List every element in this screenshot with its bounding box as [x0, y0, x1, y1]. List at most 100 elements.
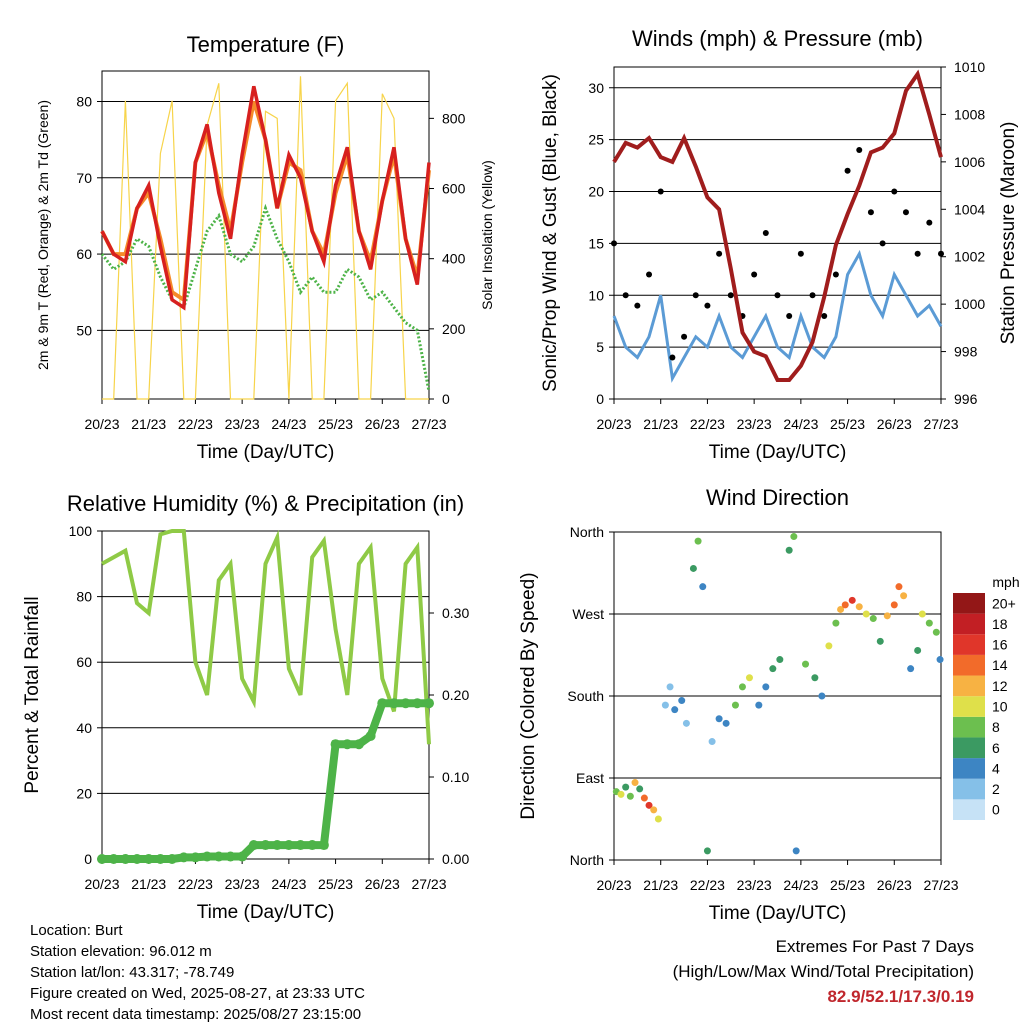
- gust-point: [844, 167, 851, 174]
- x-tick-label: 21/23: [131, 876, 166, 892]
- direction-point: [869, 615, 877, 623]
- x-tick-label: 20/23: [84, 876, 119, 892]
- gust-point: [692, 292, 699, 299]
- direction-point: [837, 605, 845, 613]
- colorbar-label: 16: [992, 637, 1008, 653]
- direction-point: [918, 610, 926, 618]
- x-tick-label: 23/23: [737, 877, 772, 893]
- direction-point: [631, 779, 639, 787]
- y-tick-label: 20: [588, 184, 604, 200]
- y2-tick-label: 0.30: [442, 605, 469, 621]
- direction-point: [900, 592, 908, 600]
- precip-point: [237, 851, 248, 862]
- y-tick-label: 0: [84, 851, 92, 867]
- gust-point: [762, 230, 769, 236]
- y-tick-label: East: [576, 770, 604, 786]
- y2-tick-label: 998: [954, 344, 978, 360]
- precip-point: [353, 739, 364, 750]
- x-tick-label: 26/23: [365, 416, 400, 432]
- direction-point: [745, 674, 753, 682]
- x-axis-label-0: Time (Day/UTC): [197, 442, 335, 463]
- y2-tick-label: 1008: [954, 106, 985, 122]
- colorbar-label: 12: [992, 678, 1008, 694]
- colorbar-label: 8: [992, 719, 1000, 735]
- x-tick-label: 27/23: [411, 416, 446, 432]
- y-tick-label: 10: [588, 287, 604, 303]
- x-tick-label: 22/23: [178, 876, 213, 892]
- y2-tick-label: 1004: [954, 201, 985, 217]
- direction-point: [654, 815, 662, 823]
- y-tick-label: 15: [588, 235, 604, 251]
- precip-point: [330, 739, 341, 750]
- extremes-values: 82.9/52.1/17.3/0.19: [827, 987, 974, 1006]
- colorbar-swatch: [953, 696, 985, 717]
- y2-tick-label: 996: [954, 391, 978, 407]
- direction-point: [708, 738, 716, 746]
- colorbar-label: 0: [992, 802, 1000, 818]
- direction-point: [703, 847, 711, 855]
- precip-point: [190, 852, 201, 863]
- direction-point: [715, 715, 723, 723]
- direction-point: [755, 701, 763, 709]
- humidity-line: [101, 529, 431, 745]
- y-tick-label: North: [570, 524, 604, 540]
- direction-point: [792, 847, 800, 855]
- chart-title-2: Relative Humidity (%) & Precipitation (i…: [67, 491, 464, 516]
- chart-title-0: Temperature (F): [187, 32, 345, 57]
- direction-point: [890, 601, 898, 609]
- x-tick-label: 24/23: [783, 877, 818, 893]
- precip-point: [108, 854, 119, 864]
- precip-point: [155, 854, 166, 864]
- wind-line: [612, 249, 943, 383]
- y2-tick-label: 1000: [954, 296, 985, 312]
- y-tick-label: 40: [76, 720, 92, 736]
- y-tick-label: 80: [76, 94, 92, 110]
- elevation-text: Station elevation: 96.012 m: [30, 943, 212, 960]
- precip-point: [318, 840, 329, 851]
- y-tick-label: 70: [76, 170, 92, 186]
- recent-text: Most recent data timestamp: 2025/08/27 2…: [30, 1006, 362, 1023]
- direction-point: [883, 612, 891, 620]
- chart-title-3: Wind Direction: [706, 485, 849, 510]
- gust-point: [774, 292, 781, 299]
- y2-tick-label: 800: [442, 110, 466, 126]
- gust-point: [867, 209, 874, 216]
- x-tick-label: 25/23: [830, 416, 865, 432]
- extremes-title: Extremes For Past 7 Days: [775, 937, 974, 956]
- gust-point: [727, 292, 734, 299]
- y-tick-label: West: [572, 606, 604, 622]
- direction-point: [862, 610, 870, 618]
- y-axis-label-0: 2m & 9m T (Red, Orange) & 2m Td (Green): [35, 100, 51, 370]
- precip-point: [377, 698, 388, 709]
- x-axis-label-2: Time (Day/UTC): [197, 902, 335, 923]
- gust-point: [821, 313, 828, 319]
- colorbar-swatch: [953, 675, 985, 697]
- plot-frame-1: [613, 66, 942, 400]
- y-axis-label-3: Direction (Colored By Speed): [518, 572, 539, 819]
- y2-tick-label: 0.00: [442, 851, 469, 867]
- direction-point: [785, 546, 793, 554]
- precip-point: [213, 851, 224, 862]
- colorbar-label: 14: [992, 657, 1008, 673]
- direction-point: [802, 660, 810, 668]
- y-tick-label: South: [567, 688, 604, 704]
- station-info: Location: Burt Station elevation: 96.012…: [30, 920, 365, 1025]
- y2-axis-label-1: Station Pressure (Maroon): [998, 122, 1019, 345]
- dewpoint-line: [100, 203, 431, 392]
- x-tick-label: 26/23: [877, 416, 912, 432]
- precip-point: [388, 698, 399, 709]
- gust-point: [902, 209, 909, 216]
- direction-point: [790, 533, 798, 541]
- temp-2m-line: [100, 85, 431, 311]
- x-tick-label: 24/23: [271, 876, 306, 892]
- direction-point: [738, 683, 746, 691]
- precip-point: [202, 851, 213, 862]
- direction-point: [895, 583, 903, 591]
- y-tick-label: 60: [76, 654, 92, 670]
- x-tick-label: 22/23: [690, 877, 725, 893]
- colorbar-swatch: [953, 737, 985, 759]
- direction-point: [645, 801, 653, 809]
- y2-tick-label: 1002: [954, 249, 985, 265]
- gust-point: [797, 250, 804, 257]
- y-tick-label: 20: [76, 785, 92, 801]
